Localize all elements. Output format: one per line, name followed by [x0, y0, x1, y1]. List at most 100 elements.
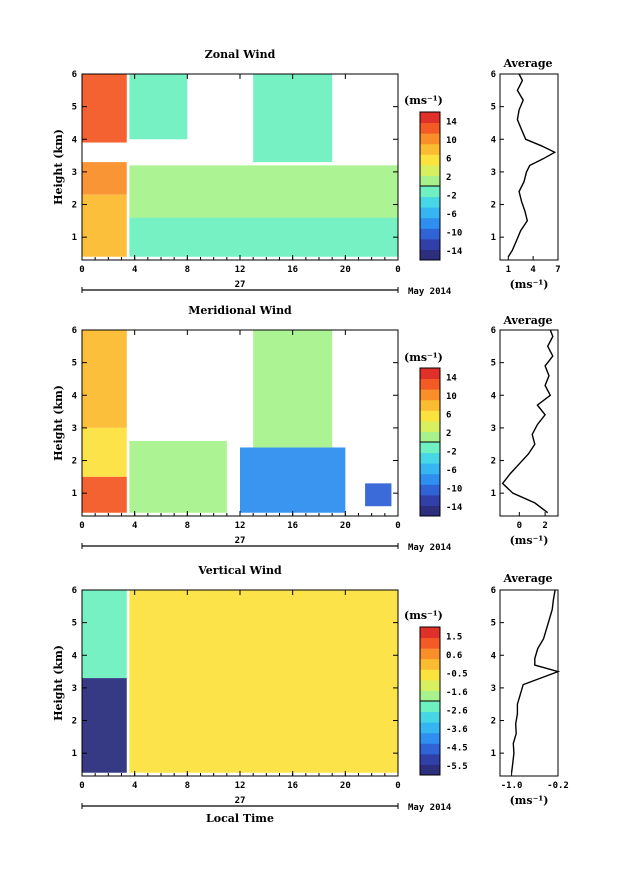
avg-y-tick-label: 4: [491, 651, 497, 661]
avg-y-tick-label: 1: [491, 489, 496, 499]
x-tick-label: 16: [287, 265, 298, 275]
colorbar-swatch: [420, 164, 440, 176]
colorbar-swatch: [420, 186, 440, 198]
colorbar-tick-label: 14: [446, 117, 457, 127]
x-tick-label: 16: [287, 521, 298, 531]
y-ticks: 1 2 3 4 5 6: [72, 326, 398, 499]
heatmap-region: [253, 330, 333, 448]
average-profile: 1 2 3 4 5 6 -1.0 -0.2 (ms⁻¹): [491, 586, 569, 807]
colorbar-swatch: [420, 175, 440, 187]
x-ticks: 0 4 8 12 16 20 0: [79, 590, 401, 791]
heatmap-region: [240, 447, 346, 513]
x-tick-label: 20: [340, 781, 351, 791]
colorbar-swatch: [420, 143, 440, 155]
average-title: Average: [502, 314, 552, 327]
colorbar-swatch: [420, 764, 440, 776]
colorbar-swatch: [420, 627, 440, 639]
heatmap-region: [82, 74, 127, 143]
heatmap-region: [129, 590, 398, 773]
colorbar-swatch: [420, 637, 440, 649]
x-ticks: 0 4 8 12 16 20 0: [79, 74, 401, 275]
y-tick-label: 4: [72, 135, 78, 145]
avg-x-tick-label: 7: [555, 265, 560, 275]
x-tick-label: 12: [235, 265, 246, 275]
y-tick-label: 6: [72, 586, 77, 596]
colorbar-tick-label: -2: [446, 191, 457, 201]
colorbar-swatch: [420, 249, 440, 261]
colorbar-swatch: [420, 399, 440, 411]
y-tick-label: 1: [72, 749, 77, 759]
y-tick-label: 4: [72, 651, 78, 661]
colorbar-tick-label: -14: [446, 247, 463, 257]
colorbar-tick-label: -5.5: [446, 762, 468, 772]
x-tick-label: 0: [395, 265, 400, 275]
avg-y-tick-label: 4: [491, 135, 497, 145]
avg-y-tick-label: 1: [491, 749, 496, 759]
colorbar-swatch: [420, 389, 440, 401]
avg-y-tick-label: 2: [491, 717, 496, 727]
y-tick-label: 1: [72, 489, 77, 499]
heatmap-region: [82, 194, 127, 257]
y-tick-label: 6: [72, 326, 77, 336]
colorbar-swatch: [420, 722, 440, 734]
colorbar-tick-label: -4.5: [446, 743, 468, 753]
x-tick-label: 0: [79, 781, 84, 791]
avg-y-tick-label: 5: [491, 359, 496, 369]
average-title: Average: [502, 572, 552, 585]
x-tick-label: 16: [287, 781, 298, 791]
average-frame: [499, 329, 559, 517]
y-tick-label: 5: [72, 103, 77, 113]
panel-title: Meridional Wind: [188, 304, 292, 317]
colorbar-swatch: [420, 679, 440, 691]
avg-y-tick-label: 5: [491, 103, 496, 113]
average-line: [501, 329, 554, 514]
avg-y-tick-label: 2: [491, 201, 496, 211]
unit-label: (ms⁻¹): [404, 351, 443, 364]
colorbar-swatch: [420, 484, 440, 496]
colorbar-swatch: [420, 431, 440, 443]
colorbar-tick-label: 6: [446, 410, 451, 420]
colorbar-swatch: [420, 743, 440, 755]
colorbar-tick-label: -6: [446, 210, 457, 220]
colorbar-swatch: [420, 217, 440, 229]
colorbar-tick-label: 1.5: [446, 632, 462, 642]
y-tick-label: 1: [72, 233, 77, 243]
colorbar-swatch: [420, 420, 440, 432]
heatmap-region: [82, 330, 127, 428]
colorbar-tick-label: 2: [446, 429, 451, 439]
y-tick-label: 2: [72, 717, 77, 727]
avg-y-tick-label: 6: [491, 586, 496, 596]
heatmap-region: [129, 440, 227, 513]
avg-y-tick-label: 3: [491, 684, 496, 694]
day-label: 27: [235, 280, 246, 290]
colorbar-swatch: [420, 494, 440, 506]
colorbar-swatch: [420, 753, 440, 765]
x-tick-label: 8: [185, 521, 190, 531]
colorbar-swatch: [420, 238, 440, 250]
heatmap-region: [129, 165, 398, 218]
y-axis-label: Height (km): [52, 645, 65, 721]
x-tick-label: 8: [185, 265, 190, 275]
colorbar-swatch: [420, 690, 440, 702]
colorbar-swatch: [420, 207, 440, 219]
panel-title: Vertical Wind: [197, 564, 282, 577]
avg-x-tick-label: 1: [506, 265, 511, 275]
month-label: May 2014: [408, 803, 452, 813]
day-axis: 27 May 2014: [81, 536, 452, 553]
avg-y-tick-label: 4: [491, 391, 497, 401]
x-tick-label: 12: [235, 521, 246, 531]
colorbar-swatch: [420, 228, 440, 240]
x-tick-label: 0: [79, 521, 84, 531]
panel-title: Zonal Wind: [205, 48, 276, 61]
x-tick-label: 0: [395, 781, 400, 791]
average-title: Average: [502, 57, 552, 70]
x-tick-label: 4: [132, 521, 138, 531]
heatmap-region: [129, 74, 188, 140]
colorbar-tick-label: -10: [446, 228, 462, 238]
avg-x-tick-label: -0.2: [547, 781, 569, 791]
colorbar-tick-label: 14: [446, 373, 457, 383]
y-tick-label: 2: [72, 457, 77, 467]
y-tick-label: 3: [72, 424, 77, 434]
avg-unit-label: (ms⁻¹): [510, 534, 549, 547]
avg-y-tick-label: 6: [491, 326, 496, 336]
